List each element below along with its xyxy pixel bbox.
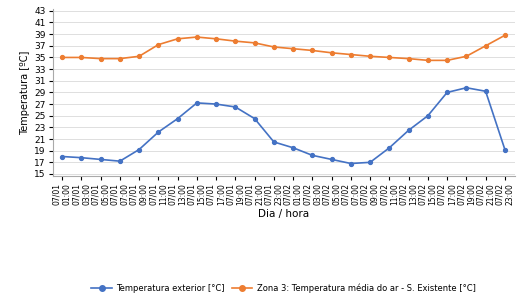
Zona 3: Temperatura média do ar - S. Existente [°C]: (1, 35): Temperatura média do ar - S. Existente [… <box>78 56 85 59</box>
Zona 3: Temperatura média do ar - S. Existente [°C]: (6, 38.2): Temperatura média do ar - S. Existente [… <box>174 37 181 41</box>
Zona 3: Temperatura média do ar - S. Existente [°C]: (17, 35): Temperatura média do ar - S. Existente [… <box>386 56 393 59</box>
Temperatura exterior [°C] <box>98 158 104 161</box>
Temperatura exterior [°C] <box>290 146 296 150</box>
Zona 3: Temperatura média do ar - S. Existente [°C]: (20, 34.5): Temperatura média do ar - S. Existente [… <box>444 58 450 62</box>
Temperatura exterior [°C] <box>348 162 354 165</box>
Zona 3: Temperatura média do ar - S. Existente [°C]: (13, 36.2): Temperatura média do ar - S. Existente [… <box>309 49 316 52</box>
Zona 3: Temperatura média do ar - S. Existente [°C]: (19, 34.5): Temperatura média do ar - S. Existente [… <box>425 58 431 62</box>
Zona 3: Temperatura média do ar - S. Existente [°C]: (7, 38.5): Temperatura média do ar - S. Existente [… <box>194 35 200 39</box>
Temperatura exterior [°C] <box>329 158 335 161</box>
Zona 3: Temperatura média do ar - S. Existente [°C]: (12, 36.5): Temperatura média do ar - S. Existente [… <box>290 47 296 51</box>
Temperatura exterior [°C] <box>386 146 393 150</box>
Temperatura exterior [°C] <box>367 161 373 164</box>
Temperatura exterior [°C] <box>425 114 431 118</box>
Zona 3: Temperatura média do ar - S. Existente [°C]: (3, 34.8): Temperatura média do ar - S. Existente [… <box>117 57 123 60</box>
Zona 3: Temperatura média do ar - S. Existente [°C]: (15, 35.5): Temperatura média do ar - S. Existente [… <box>348 53 354 56</box>
Zona 3: Temperatura média do ar - S. Existente [°C]: (5, 37.2): Temperatura média do ar - S. Existente [… <box>155 43 162 46</box>
Temperatura exterior [°C] <box>251 117 258 121</box>
Zona 3: Temperatura média do ar - S. Existente [°C]: (14, 35.8): Temperatura média do ar - S. Existente [… <box>329 51 335 55</box>
Line: Zona 3: Temperatura média do ar - S. Existente [°C]: Zona 3: Temperatura média do ar - S. Exi… <box>60 33 507 62</box>
Y-axis label: Temperatura [ºC]: Temperatura [ºC] <box>20 50 30 135</box>
Zona 3: Temperatura média do ar - S. Existente [°C]: (18, 34.8): Temperatura média do ar - S. Existente [… <box>405 57 412 60</box>
Temperatura exterior [°C] <box>174 117 181 121</box>
Zona 3: Temperatura média do ar - S. Existente [°C]: (8, 38.2): Temperatura média do ar - S. Existente [… <box>213 37 219 41</box>
Temperatura exterior [°C] <box>444 91 450 94</box>
Zona 3: Temperatura média do ar - S. Existente [°C]: (11, 36.8): Temperatura média do ar - S. Existente [… <box>271 45 277 49</box>
X-axis label: Dia / hora: Dia / hora <box>258 209 309 219</box>
Zona 3: Temperatura média do ar - S. Existente [°C]: (10, 37.5): Temperatura média do ar - S. Existente [… <box>251 41 258 45</box>
Zona 3: Temperatura média do ar - S. Existente [°C]: (22, 37): Temperatura média do ar - S. Existente [… <box>482 44 489 48</box>
Zona 3: Temperatura média do ar - S. Existente [°C]: (21, 35.2): Temperatura média do ar - S. Existente [… <box>463 55 469 58</box>
Zona 3: Temperatura média do ar - S. Existente [°C]: (0, 35): Temperatura média do ar - S. Existente [… <box>59 56 65 59</box>
Legend: Temperatura exterior [°C], Zona 3: Temperatura média do ar - S. Existente [°C]: Temperatura exterior [°C], Zona 3: Tempe… <box>91 283 476 293</box>
Temperatura exterior [°C] <box>482 89 489 93</box>
Zona 3: Temperatura média do ar - S. Existente [°C]: (2, 34.8): Temperatura média do ar - S. Existente [… <box>98 57 104 60</box>
Temperatura exterior [°C] <box>271 140 277 144</box>
Zona 3: Temperatura média do ar - S. Existente [°C]: (23, 38.8): Temperatura média do ar - S. Existente [… <box>502 34 508 37</box>
Zona 3: Temperatura média do ar - S. Existente [°C]: (16, 35.2): Temperatura média do ar - S. Existente [… <box>367 55 373 58</box>
Temperatura exterior [°C] <box>232 105 238 109</box>
Temperatura exterior [°C] <box>78 156 85 159</box>
Temperatura exterior [°C] <box>405 128 412 132</box>
Temperatura exterior [°C] <box>213 102 219 106</box>
Zona 3: Temperatura média do ar - S. Existente [°C]: (9, 37.8): Temperatura média do ar - S. Existente [… <box>232 39 238 43</box>
Temperatura exterior [°C] <box>155 130 162 134</box>
Temperatura exterior [°C] <box>194 101 200 105</box>
Zona 3: Temperatura média do ar - S. Existente [°C]: (4, 35.2): Temperatura média do ar - S. Existente [… <box>136 55 142 58</box>
Temperatura exterior [°C] <box>463 86 469 90</box>
Temperatura exterior [°C] <box>136 148 142 151</box>
Temperatura exterior [°C] <box>117 159 123 163</box>
Temperatura exterior [°C] <box>502 148 508 151</box>
Temperatura exterior [°C] <box>59 155 65 158</box>
Line: Temperatura exterior [°C]: Temperatura exterior [°C] <box>60 86 507 165</box>
Temperatura exterior [°C] <box>309 154 316 157</box>
